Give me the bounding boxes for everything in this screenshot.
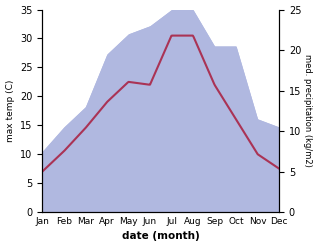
X-axis label: date (month): date (month) bbox=[122, 231, 200, 242]
Y-axis label: max temp (C): max temp (C) bbox=[5, 80, 15, 142]
Y-axis label: med. precipitation (kg/m2): med. precipitation (kg/m2) bbox=[303, 54, 313, 167]
